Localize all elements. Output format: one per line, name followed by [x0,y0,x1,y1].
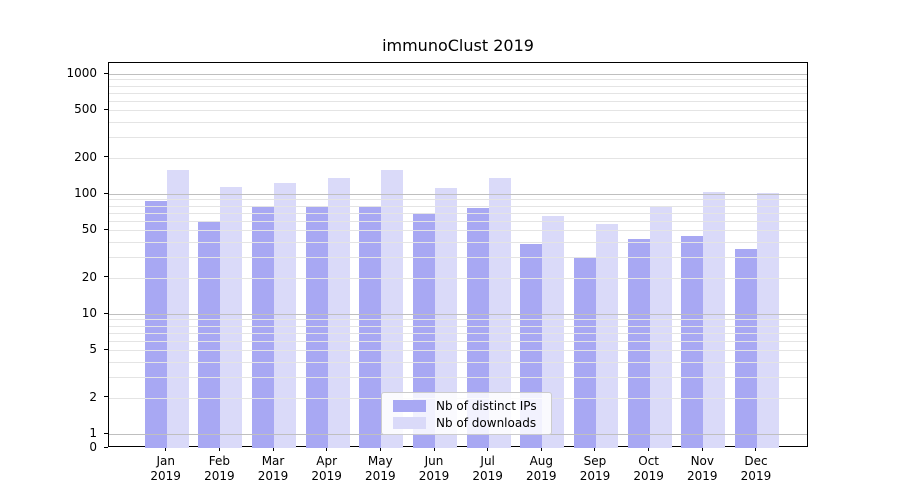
bar-distinct-ips-feb [198,220,221,448]
y-tick-label: 100 [74,186,97,200]
y-tick-label: 0 [89,440,97,454]
y-tick-mark [104,228,108,230]
bar-downloads-jan [166,170,189,448]
chart-title: immunoClust 2019 [382,36,534,55]
bar-distinct-ips-nov [681,235,704,448]
bar-distinct-ips-sep [573,256,596,448]
legend-item-distinct-ips: Nb of distinct IPs [393,397,551,414]
y-tick-label: 10 [81,306,97,320]
x-tick-label: Feb 2019 [204,454,235,483]
x-tick-label: Aug 2019 [526,454,557,483]
y-tick-mark [104,348,108,350]
bar-downloads-jul [488,177,511,448]
bar-distinct-ips-oct [627,239,650,448]
bar-downloads-mar [274,182,297,448]
x-tick-mark [218,447,220,451]
y-tick-mark [104,312,108,314]
y-tick-label: 1000 [66,66,97,80]
legend-label-distinct-ips: Nb of distinct IPs [436,398,537,413]
y-tick-mark [104,432,108,434]
x-tick-label: Dec 2019 [740,454,772,483]
x-tick-label: Jan 2019 [150,454,181,483]
x-tick-label: Apr 2019 [311,454,342,483]
legend-item-downloads: Nb of downloads [393,414,551,431]
x-tick-mark [648,447,650,451]
y-tick-mark [104,72,108,74]
y-tick-mark [104,192,108,194]
x-tick-mark [755,447,757,451]
y-tick-label: 2 [89,389,97,404]
y-tick-label: 5 [89,342,97,357]
y-tick-label: 20 [81,269,97,284]
y-tick-label: 500 [74,102,97,117]
plot-area: Nb of distinct IPs Nb of downloads [108,62,808,448]
legend-swatch-distinct-ips [393,399,426,412]
x-tick-label: Sep 2019 [579,454,611,483]
bar-downloads-apr [327,178,350,448]
bars-layer [109,63,807,448]
x-tick-mark [272,447,274,451]
x-tick-mark [487,447,489,451]
x-tick-label: Jun 2019 [418,454,450,483]
y-tick-label: 1 [89,426,97,440]
legend-swatch-downloads [393,416,426,429]
x-tick-mark [379,447,381,451]
x-tick-mark [594,447,596,451]
bar-downloads-may [381,169,404,448]
bar-downloads-dec [756,193,779,448]
legend-label-downloads: Nb of downloads [436,415,537,430]
x-tick-label: Jul 2019 [472,454,503,483]
bar-distinct-ips-dec [734,248,757,448]
legend: Nb of distinct IPs Nb of downloads [381,392,552,435]
x-tick-mark [701,447,703,451]
bar-distinct-ips-jan [144,200,167,448]
y-tick-mark [104,276,108,278]
x-tick-mark [540,447,542,451]
x-tick-label: May 2019 [365,454,396,483]
x-tick-mark [433,447,435,451]
bar-distinct-ips-mar [252,206,275,448]
x-tick-label: Mar 2019 [257,454,289,483]
x-tick-label: Nov 2019 [687,454,718,483]
bar-distinct-ips-jun [413,212,435,448]
bar-downloads-sep [595,224,618,448]
bar-downloads-nov [703,192,726,448]
bar-downloads-feb [220,186,243,448]
y-tick-mark [104,396,108,398]
y-tick-mark [104,108,108,110]
y-tick-mark [104,446,108,448]
bar-distinct-ips-may [359,205,382,448]
y-tick-label: 50 [81,222,97,237]
y-tick-label: 200 [74,149,97,164]
bar-downloads-jun [435,187,457,448]
y-tick-mark [104,156,108,158]
bar-downloads-aug [542,216,565,448]
x-tick-label: Oct 2019 [633,454,664,483]
bar-downloads-oct [649,205,672,448]
x-tick-mark [165,447,167,451]
bar-distinct-ips-apr [305,206,328,448]
bar-distinct-ips-jul [466,208,489,448]
x-tick-mark [326,447,328,451]
